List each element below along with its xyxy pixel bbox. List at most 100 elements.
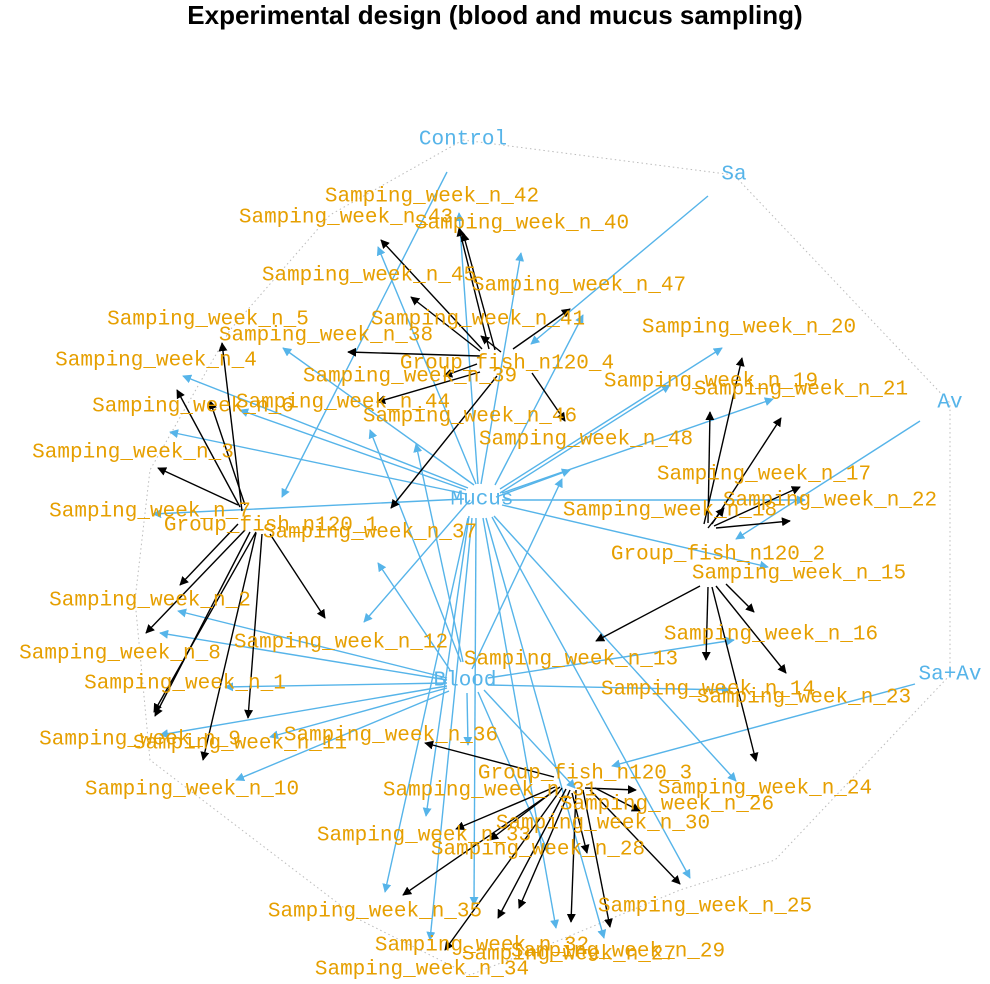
sampling-edge (159, 685, 448, 739)
node-label-s48: Samping_week_n_48 (479, 429, 693, 452)
node-label-s19: Samping_week_n_19 (604, 371, 818, 394)
sampling-edge (463, 692, 473, 746)
node-label-s18: Samping_week_n_18 (563, 500, 777, 523)
group-edge (703, 357, 745, 525)
group-edge (713, 486, 801, 527)
group-edge (701, 586, 711, 661)
sampling-edge (235, 690, 450, 782)
node-label-s8: Samping_week_n_8 (19, 643, 221, 666)
sampling-edge (363, 499, 471, 623)
node-label-s38: Samping_week_n_38 (219, 325, 433, 348)
node-label-s43: Samping_week_n_43 (239, 207, 453, 230)
sampling-edge (382, 517, 469, 893)
sampling-edge (735, 420, 921, 540)
sampling-edge (495, 468, 571, 498)
group-edge (707, 507, 725, 529)
sampling-edge (182, 374, 469, 489)
group-edge (455, 786, 556, 830)
node-label-s7: Samping_week_n_7 (49, 501, 251, 524)
node-label-s39: Samping_week_n_39 (303, 366, 517, 389)
node-label-s26: Samping_week_n_26 (560, 794, 774, 817)
node-label-s35: Samping_week_n_35 (268, 901, 482, 924)
node-label-s25: Samping_week_n_25 (598, 896, 812, 919)
node-label-s15: Samping_week_n_15 (692, 563, 906, 586)
group-edge (347, 347, 481, 357)
group-edge (571, 792, 590, 854)
sampling-edge (224, 682, 448, 692)
node-label-s31: Samping_week_n_31 (383, 780, 597, 803)
diagram-title: Experimental design (blood and mucus sam… (187, 0, 803, 30)
sampling-edge (501, 504, 769, 570)
group-edge (380, 239, 483, 350)
sampling-edge (471, 478, 563, 670)
sampling-edge (530, 195, 709, 345)
group-edge (390, 375, 498, 509)
sampling-edge (413, 443, 464, 663)
group-edge (705, 411, 715, 524)
sampling-edge (377, 562, 451, 671)
group-edge (154, 531, 251, 717)
group-edge (595, 585, 701, 642)
sampling-edge (455, 212, 479, 485)
sampling-edge (483, 689, 576, 789)
outline-ring (134, 139, 951, 976)
group-edge (589, 789, 681, 885)
node-label-s11: Samping_week_n_11 (133, 733, 347, 756)
node-label-s41: Samping_week_n_41 (371, 309, 585, 332)
node-label-saav: Sa+Av (918, 664, 981, 687)
sampling-edge (281, 171, 448, 498)
node-label-s42: Samping_week_n_42 (325, 186, 539, 209)
group-edge (157, 467, 239, 506)
group-edge (443, 363, 478, 378)
sampling-edge (426, 517, 473, 941)
group-edge (424, 740, 555, 778)
node-label-mucus: Mucus (450, 489, 513, 512)
sampling-edge (491, 516, 691, 879)
group-edge (715, 585, 787, 674)
group-edge (725, 583, 755, 613)
sampling-edge (239, 408, 467, 491)
sampling-edge (493, 515, 737, 782)
sampling-edge (477, 691, 549, 853)
group-edge (456, 227, 490, 350)
node-label-s33: Samping_week_n_33 (317, 825, 531, 848)
node-label-s46: Samping_week_n_46 (363, 406, 577, 429)
node-label-s45: Samping_week_n_45 (262, 265, 476, 288)
group-edge (518, 789, 571, 909)
sampling-edge (282, 347, 475, 486)
node-label-s40: Samping_week_n_40 (415, 213, 629, 236)
sampling-edge (152, 498, 465, 519)
node-label-s22: Samping_week_n_22 (723, 490, 937, 513)
group-edge (711, 586, 759, 762)
group-edge (244, 533, 263, 719)
sampling-edge (487, 636, 735, 679)
node-label-layer: Control Sa Av Sa+Av Mucus Blood Group_fish_n12… (19, 129, 981, 982)
node-label-s9: Samping_week_n_9 (39, 729, 241, 752)
sampling-edge (177, 608, 448, 679)
sampling-edge (501, 397, 774, 494)
node-label-s21: Samping_week_n_21 (694, 379, 908, 402)
node-label-s16: Samping_week_n_16 (664, 624, 878, 647)
group-edge (200, 532, 257, 761)
node-label-s10: Samping_week_n_10 (85, 779, 299, 802)
sampling-edge (499, 384, 671, 494)
group-edge (582, 789, 613, 928)
node-label-s1: Samping_week_n_1 (84, 673, 286, 696)
sampling-edge (169, 429, 467, 495)
sampling-edge (494, 314, 584, 486)
group-edge (208, 400, 246, 506)
node-label-sa: Sa (721, 164, 746, 187)
group-edge (376, 371, 481, 405)
node-label-s4: Samping_week_n_4 (55, 350, 257, 373)
group-edge (153, 531, 257, 713)
group-edge (410, 296, 481, 352)
node-label-s47: Samping_week_n_47 (472, 275, 686, 298)
node-label-g3: Group_fish_n120_3 (478, 763, 692, 786)
group-edge (566, 789, 577, 923)
outline-ring-path (134, 139, 951, 976)
node-label-s14: Samping_week_n_14 (601, 679, 815, 702)
group-edge (512, 308, 571, 350)
sampling-edge (368, 429, 462, 663)
node-label-av: Av (937, 392, 962, 415)
